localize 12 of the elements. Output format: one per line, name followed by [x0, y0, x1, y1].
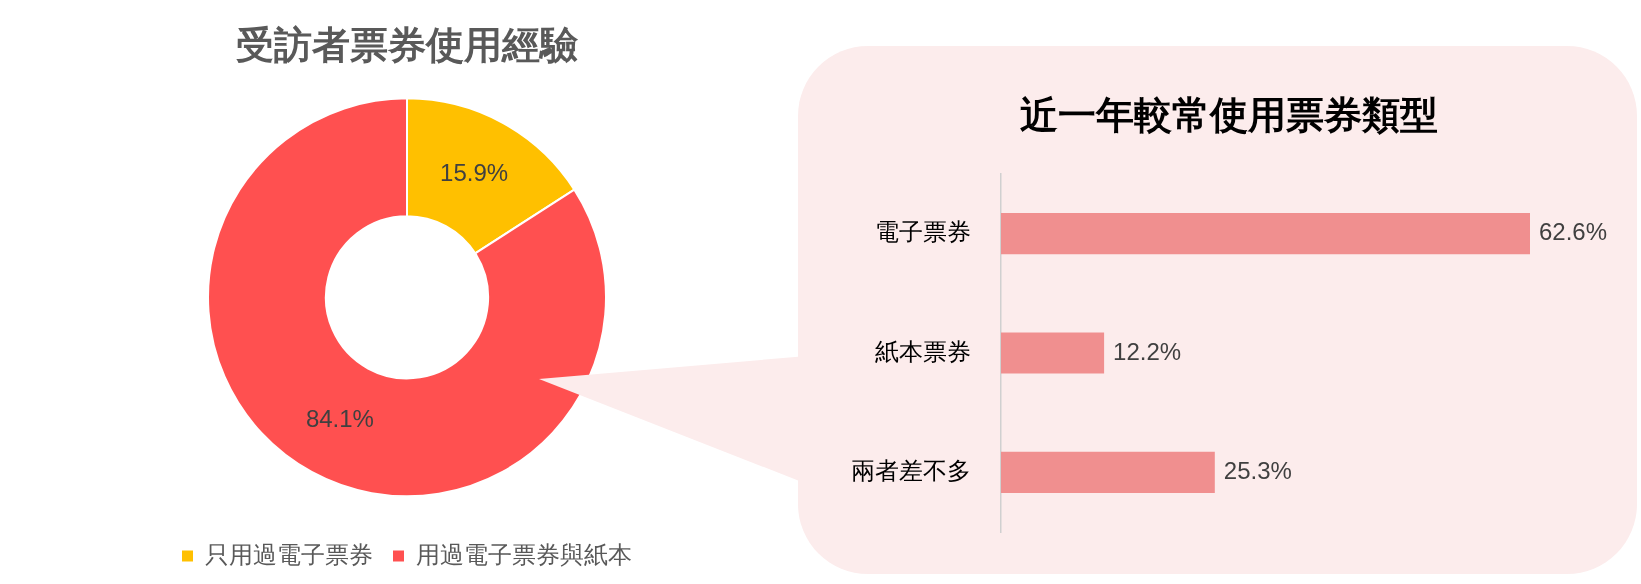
data-label: 25.3% — [1223, 456, 1292, 484]
y-tick-label: 紙本票券 — [875, 337, 971, 365]
data-label: 62.6% — [1539, 218, 1608, 246]
legend-label: 用過電子票券與紙本 — [416, 540, 632, 568]
data-label: 84.1% — [305, 404, 374, 432]
data-label: 12.2% — [1113, 337, 1182, 365]
chart-title: 近一年較常使用票券類型 — [1020, 94, 1438, 136]
y-tick-label: 兩者差不多 — [851, 456, 971, 484]
legend-label: 只用過電子票券 — [205, 540, 373, 568]
data-label: 15.9% — [440, 158, 509, 186]
chart-title: 受訪者票券使用經驗 — [236, 24, 579, 67]
y-tick-label: 電子票券 — [875, 218, 971, 246]
